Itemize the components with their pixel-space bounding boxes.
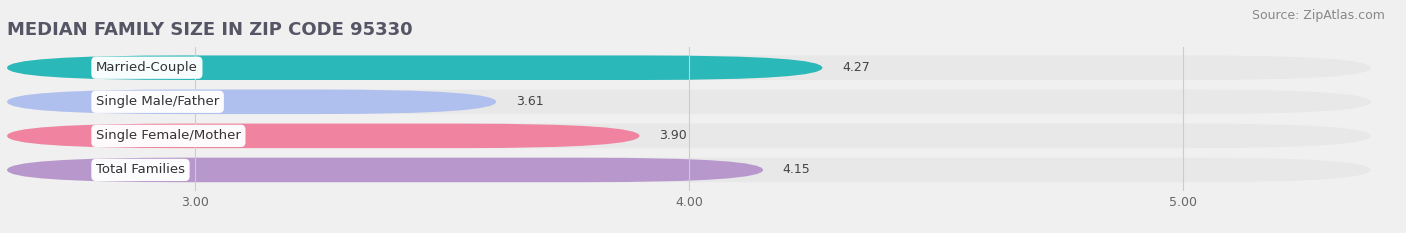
Text: 4.27: 4.27 bbox=[842, 61, 870, 74]
FancyBboxPatch shape bbox=[7, 158, 1371, 182]
FancyBboxPatch shape bbox=[7, 123, 1371, 148]
Text: Total Families: Total Families bbox=[96, 163, 186, 176]
Text: Married-Couple: Married-Couple bbox=[96, 61, 198, 74]
Text: 4.15: 4.15 bbox=[783, 163, 811, 176]
Text: Single Male/Father: Single Male/Father bbox=[96, 95, 219, 108]
Text: MEDIAN FAMILY SIZE IN ZIP CODE 95330: MEDIAN FAMILY SIZE IN ZIP CODE 95330 bbox=[7, 21, 412, 39]
FancyBboxPatch shape bbox=[7, 89, 1371, 114]
FancyBboxPatch shape bbox=[7, 55, 823, 80]
FancyBboxPatch shape bbox=[7, 89, 496, 114]
FancyBboxPatch shape bbox=[7, 158, 763, 182]
Text: Single Female/Mother: Single Female/Mother bbox=[96, 129, 240, 142]
Text: 3.90: 3.90 bbox=[659, 129, 688, 142]
FancyBboxPatch shape bbox=[7, 55, 1371, 80]
FancyBboxPatch shape bbox=[7, 123, 640, 148]
Text: 3.61: 3.61 bbox=[516, 95, 544, 108]
Text: Source: ZipAtlas.com: Source: ZipAtlas.com bbox=[1251, 9, 1385, 22]
